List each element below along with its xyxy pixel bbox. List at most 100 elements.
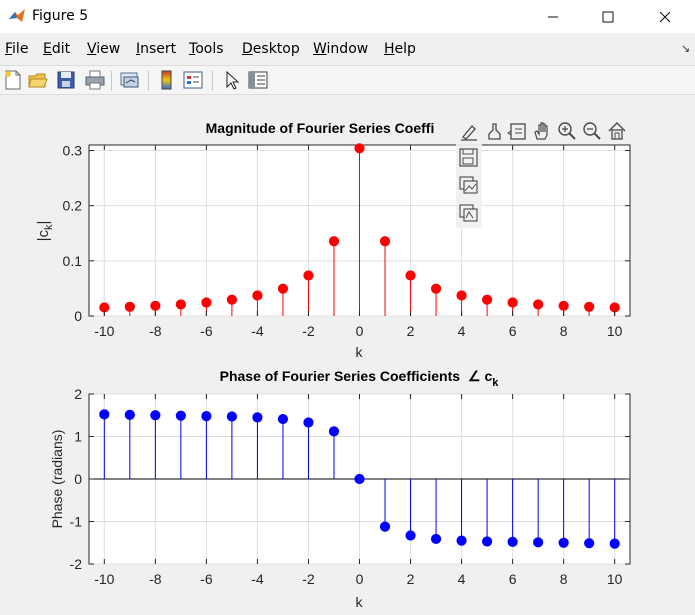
stem-marker [150, 300, 161, 311]
open-file-icon[interactable] [27, 69, 49, 91]
copy-vector-icon[interactable] [459, 204, 478, 222]
stem-marker [481, 294, 493, 305]
home-icon[interactable] [608, 122, 626, 140]
stem-marker [124, 301, 135, 312]
print-icon[interactable] [84, 69, 106, 91]
stem-marker [277, 283, 289, 294]
maximize-icon [602, 11, 614, 22]
stem-marker [609, 538, 620, 549]
stem-marker [405, 270, 416, 281]
zoom-in-icon[interactable] [558, 122, 576, 140]
edit-plot-icon[interactable] [221, 69, 243, 91]
x-tick-label: -8 [149, 323, 162, 339]
x-tick-label: -10 [94, 571, 114, 587]
menu-desktop[interactable]: Desktop [242, 41, 300, 57]
minimize-button[interactable] [530, 0, 576, 33]
stem-marker [354, 473, 365, 485]
new-figure-icon[interactable] [2, 69, 24, 91]
x-tick-label: 0 [356, 571, 364, 587]
window-title: Figure 5 [32, 8, 89, 24]
menu-file[interactable]: File [5, 41, 29, 57]
dock-arrow-icon[interactable]: ↘ [681, 43, 691, 55]
stem-marker [379, 521, 391, 532]
stem-marker [481, 536, 493, 547]
phase-xlabel: k [356, 594, 364, 610]
stem-marker [456, 290, 467, 301]
menu-edit[interactable]: Edit [43, 41, 71, 57]
x-tick-label: -4 [251, 323, 264, 339]
property-inspector-icon[interactable] [247, 69, 269, 91]
stem-marker [328, 426, 340, 437]
x-tick-label: -10 [94, 323, 114, 339]
x-tick-label: 4 [458, 323, 466, 339]
save-icon[interactable] [55, 69, 77, 91]
magnitude-xlabel: k [356, 344, 364, 360]
stem-marker [533, 537, 544, 548]
magnitude-ylabel: |ck| [35, 221, 55, 242]
stem-marker [405, 530, 416, 541]
menu-view[interactable]: View [87, 41, 121, 57]
stem-marker [584, 538, 595, 549]
x-tick-label: 2 [407, 323, 415, 339]
stem-marker [252, 412, 263, 423]
phase-title: Phase of Fourier Series Coefficients ∠ ck [220, 368, 500, 389]
y-tick-label: 0.2 [63, 198, 83, 214]
figure-toolbar [0, 65, 695, 95]
menu-help[interactable]: Help [384, 41, 416, 57]
x-tick-label: 8 [560, 323, 568, 339]
menu-tools[interactable]: Tools [189, 41, 224, 57]
x-tick-label: 6 [509, 323, 517, 339]
minimize-icon [548, 16, 558, 17]
stem-marker [430, 533, 442, 545]
phase-ylabel: Phase (radians) [49, 430, 65, 529]
magnitude-x-ticks: -10 -8 -6 -4 -2 0 2 4 6 8 10 [94, 145, 623, 339]
data-brush-icon[interactable] [488, 123, 501, 140]
menu-insert[interactable]: Insert [136, 41, 177, 57]
y-tick-label: 0.1 [63, 253, 83, 269]
stem-marker [252, 290, 263, 301]
stem-marker [303, 417, 314, 428]
x-tick-label: -6 [200, 571, 213, 587]
copy-image-icon[interactable] [459, 176, 478, 194]
phase-x-ticks: -10 -8 -6 -4 -2 0 2 4 6 8 10 [94, 394, 623, 587]
stem-marker [201, 411, 212, 422]
stem-marker [303, 270, 314, 281]
pan-icon[interactable] [534, 122, 548, 140]
x-tick-label: 2 [407, 571, 415, 587]
stem-marker [277, 413, 289, 425]
x-tick-label: 10 [607, 323, 623, 339]
x-tick-label: 0 [356, 323, 364, 339]
zoom-out-icon[interactable] [583, 122, 601, 140]
title-bar[interactable]: Figure 5 [0, 0, 695, 33]
figure-plots[interactable]: -10 -8 -6 -4 -2 0 2 4 6 8 10 00.10.20.3 Magnitude … [0, 96, 695, 615]
y-tick-label: -1 [70, 514, 83, 530]
stem-marker [507, 297, 518, 308]
stem-marker [507, 536, 518, 548]
save-axes-icon[interactable] [459, 148, 478, 167]
menu-bar: File Edit View Insert Tools Desktop Wind… [0, 38, 695, 62]
colorbar-icon[interactable] [156, 69, 178, 91]
y-tick-label: 1 [74, 429, 82, 445]
stem-marker [150, 410, 161, 421]
brush-edit-icon[interactable] [461, 125, 477, 141]
x-tick-label: -4 [251, 571, 264, 587]
figure-canvas[interactable]: -10 -8 -6 -4 -2 0 2 4 6 8 10 0 0.1 0.2 0.3 Magnitude … [0, 96, 695, 615]
menu-window[interactable]: Window [313, 41, 369, 57]
stem-marker [533, 299, 544, 310]
stem-marker [379, 236, 391, 247]
data-tips-icon[interactable] [507, 123, 526, 140]
maximize-button[interactable] [585, 0, 631, 33]
link-plot-icon[interactable] [119, 69, 141, 91]
stem-marker [226, 411, 238, 422]
legend-icon[interactable] [182, 69, 204, 91]
stem-marker [99, 409, 110, 420]
magnitude-stems [99, 143, 620, 316]
y-tick-label: 0 [74, 308, 82, 324]
close-icon [659, 11, 671, 22]
matlab-logo-icon [8, 7, 26, 25]
x-tick-label: 8 [560, 571, 568, 587]
magnitude-axes[interactable]: -10 -8 -6 -4 -2 0 2 4 6 8 10 0 0.1 0.2 0.3 Magnitude … [35, 120, 631, 360]
stem-marker [226, 294, 238, 305]
close-button[interactable] [642, 0, 688, 33]
